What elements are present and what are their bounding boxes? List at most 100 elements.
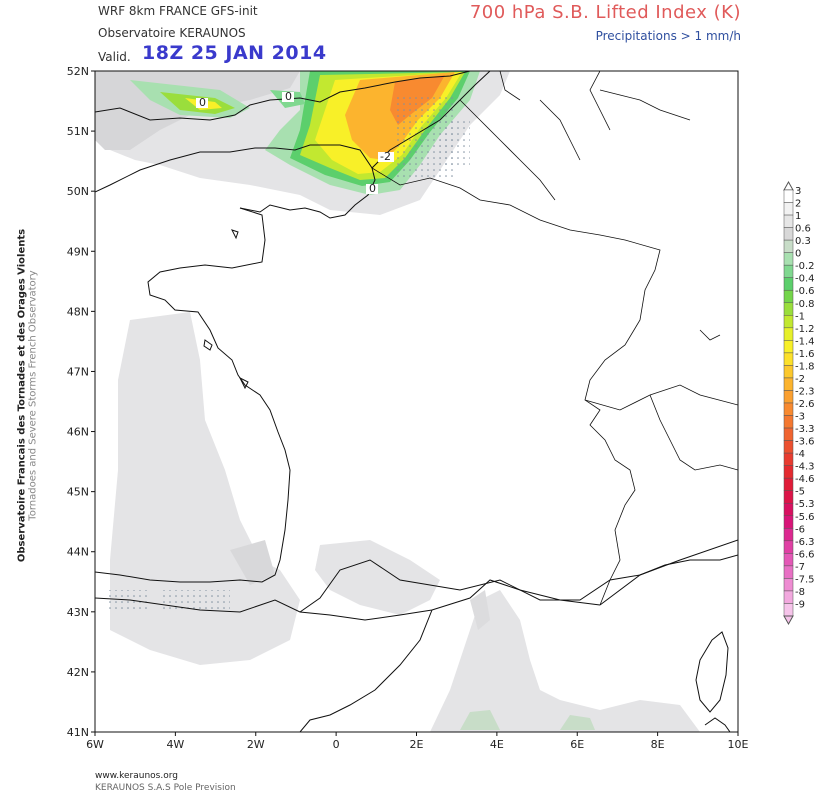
legend-label: 2 <box>795 199 801 210</box>
legend-swatch <box>783 553 794 567</box>
legend-label: 0.3 <box>795 236 811 247</box>
lon-tick-label: 6E <box>570 738 584 751</box>
legend-label: -0.6 <box>795 286 815 297</box>
contour-label: 0 <box>369 182 376 195</box>
lat-tick-label: 49N <box>67 245 89 258</box>
legend-swatch <box>783 427 794 441</box>
legend-swatch <box>783 590 794 604</box>
legend-swatch <box>783 402 794 416</box>
footer-org: KERAUNOS S.A.S Pole Prevision <box>95 783 236 793</box>
legend-swatch <box>783 340 794 354</box>
legend-label: -2.3 <box>795 386 815 397</box>
legend-swatch <box>783 227 794 241</box>
lat-tick-label: 52N <box>67 65 89 78</box>
color-legend: 3 21 0.60.3 0-0.2 -0.4-0.6 -0.8-1 -1.2-1.4 -1.6… <box>783 180 815 626</box>
legend-label: -4 <box>795 449 805 460</box>
lat-tick-label: 45N <box>67 486 89 499</box>
legend-swatch <box>783 502 794 517</box>
legend-label: 0.6 <box>795 224 811 235</box>
legend-label: -1 <box>795 311 805 322</box>
lon-tick-label: 0 <box>333 738 340 751</box>
shading-biscay <box>110 312 300 665</box>
contour-labels: 0 0 -2 0 <box>196 90 394 195</box>
legend-arrow-bottom <box>783 615 794 626</box>
legend-label: -0.2 <box>795 261 815 272</box>
lat-tick-label: 43N <box>67 606 89 619</box>
legend-label: -5.3 <box>795 499 815 510</box>
observatory-label: Observatoire KERAUNOS <box>98 26 246 40</box>
longitude-axis: 6W 4W 2W 0 2E 4E 6E 8E 10E <box>86 732 749 751</box>
legend-swatch <box>783 302 794 316</box>
legend-swatch <box>783 477 794 491</box>
legend-swatch <box>783 540 794 554</box>
lat-tick-label: 48N <box>67 305 89 318</box>
legend-swatch <box>783 327 794 341</box>
legend-swatch <box>783 189 794 203</box>
map-title: 700 hPa S.B. Lifted Index (K) <box>469 2 741 23</box>
legend-arrow-top <box>783 180 794 191</box>
legend-label: -0.8 <box>795 299 815 310</box>
legend-label: -1.6 <box>795 349 815 360</box>
legend-label: -6 <box>795 524 805 535</box>
legend-swatch <box>783 528 794 542</box>
legend-label: -4.6 <box>795 474 815 485</box>
legend-swatch <box>783 352 794 366</box>
lat-tick-label: 46N <box>67 426 89 439</box>
lon-tick-label: 10E <box>728 738 749 751</box>
legend-label: 1 <box>795 211 801 222</box>
legend-swatch <box>783 289 794 304</box>
lat-tick-label: 50N <box>67 185 89 198</box>
valid-label: Valid. <box>98 50 131 64</box>
legend-swatch <box>783 377 794 391</box>
legend-swatch <box>783 603 794 617</box>
lon-tick-label: 2W <box>247 738 265 751</box>
legend-label: -9 <box>795 599 805 610</box>
legend-swatch <box>783 565 794 579</box>
legend-label: 3 <box>795 186 801 197</box>
valid-time: 18Z 25 JAN 2014 <box>142 42 327 64</box>
legend-label: -0.4 <box>795 274 815 285</box>
lon-tick-label: 2E <box>410 738 424 751</box>
legend-swatch <box>783 578 794 592</box>
legend-swatch <box>783 315 794 329</box>
legend-label: -5 <box>795 487 805 498</box>
legend-label: -3.3 <box>795 424 815 435</box>
legend-swatch <box>783 490 794 504</box>
lat-tick-label: 41N <box>67 726 89 739</box>
lat-tick-label: 42N <box>67 666 89 679</box>
lon-tick-label: 8E <box>651 738 665 751</box>
country-borders <box>371 71 738 606</box>
legend-swatch <box>783 390 794 404</box>
legend-swatch <box>783 239 794 253</box>
lon-tick-label: 4E <box>490 738 504 751</box>
legend-swatch <box>783 277 794 291</box>
legend-swatch <box>783 415 794 429</box>
legend-label: -2.6 <box>795 399 815 410</box>
legend-swatch <box>783 202 794 216</box>
legend-swatch <box>783 440 794 454</box>
lon-tick-label: 4W <box>166 738 184 751</box>
shading-med <box>430 590 700 732</box>
legend-swatch <box>783 465 794 479</box>
legend-label: -7 <box>795 562 805 573</box>
legend-label: 0 <box>795 249 801 260</box>
legend-label: -1.2 <box>795 324 815 335</box>
legend-label: -4.3 <box>795 462 815 473</box>
shading-gulf-of-lion <box>315 540 440 615</box>
legend-label: -1.8 <box>795 361 815 372</box>
legend-swatch <box>783 264 794 278</box>
contour-label: 0 <box>199 96 206 109</box>
legend-label: -3 <box>795 412 805 423</box>
legend-swatch <box>783 365 794 379</box>
legend-label: -7.5 <box>795 574 815 585</box>
legend-label: -1.4 <box>795 336 815 347</box>
latitude-axis: 52N 51N 50N 49N 48N 47N 46N 45N 44N 43N 42N 41N <box>67 65 95 739</box>
footer-url[interactable]: www.keraunos.org <box>95 771 178 781</box>
legend-label: -3.6 <box>795 437 815 448</box>
legend-label: -8 <box>795 587 805 598</box>
lat-tick-label: 51N <box>67 125 89 138</box>
contour-label: -2 <box>380 150 391 163</box>
legend-swatch <box>783 252 794 266</box>
contour-label: 0 <box>285 90 292 103</box>
